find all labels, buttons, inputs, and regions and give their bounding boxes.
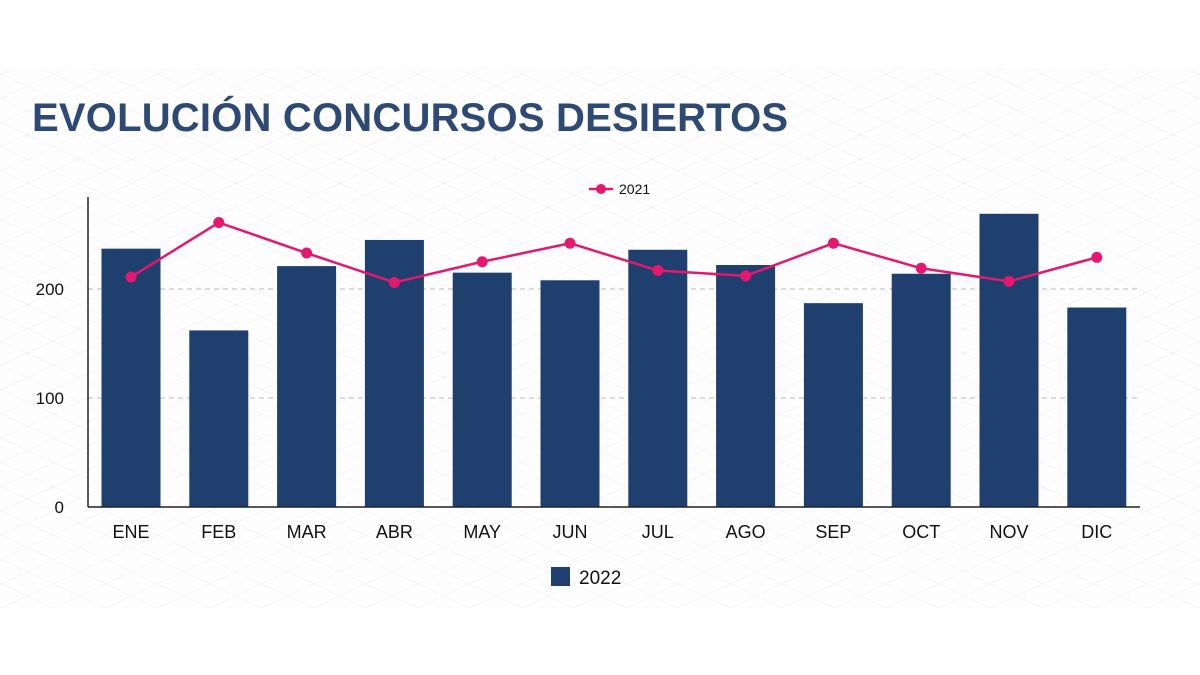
bar-jul [628,249,688,507]
point-2021-jul [652,264,664,276]
point-2021-mar [301,247,313,259]
x-category-label: DIC [1081,522,1112,542]
x-category-label: JUL [642,522,674,542]
x-category-label: ABR [376,522,413,542]
point-2021-nov [1003,275,1015,287]
line-series-2021 [130,221,1098,284]
point-2021-dic [1091,251,1103,263]
bar-nov [979,213,1039,508]
x-category-label: NOV [989,522,1028,542]
x-category-label: ENE [112,522,149,542]
chart-title: EVOLUCIÓN CONCURSOS DESIERTOS [32,96,789,140]
y-tick-label: 0 [55,498,64,517]
legend-2021-marker [596,184,606,194]
x-category-label: MAY [463,522,501,542]
bar-mar [277,266,337,507]
bar-ene [101,248,161,508]
x-category-label: JUN [553,522,588,542]
point-2021-ago [740,270,752,282]
y-tick-label: 100 [36,389,64,408]
legend-2021-label: 2021 [619,181,650,197]
bar-dic [1067,307,1127,507]
point-2021-oct [915,262,927,274]
legend-2022-swatch [551,567,570,586]
bar-jun [540,280,600,507]
point-2021-sep [827,237,839,249]
x-category-label: AGO [726,522,766,542]
point-2021-ene [125,271,137,283]
bar-may [452,272,512,507]
legend-2022-label: 2022 [579,568,621,589]
point-2021-abr [388,276,400,288]
x-category-label: SEP [815,522,851,542]
bar-sep [803,303,863,507]
y-tick-label: 200 [36,280,64,299]
point-2021-jun [564,237,576,249]
bar-feb [189,330,249,507]
point-2021-may [476,256,488,268]
x-category-label: FEB [201,522,236,542]
point-2021-feb [213,217,225,229]
bar-oct [891,273,951,507]
bar-ago [716,265,776,507]
x-category-label: OCT [902,522,940,542]
x-category-label: MAR [287,522,327,542]
